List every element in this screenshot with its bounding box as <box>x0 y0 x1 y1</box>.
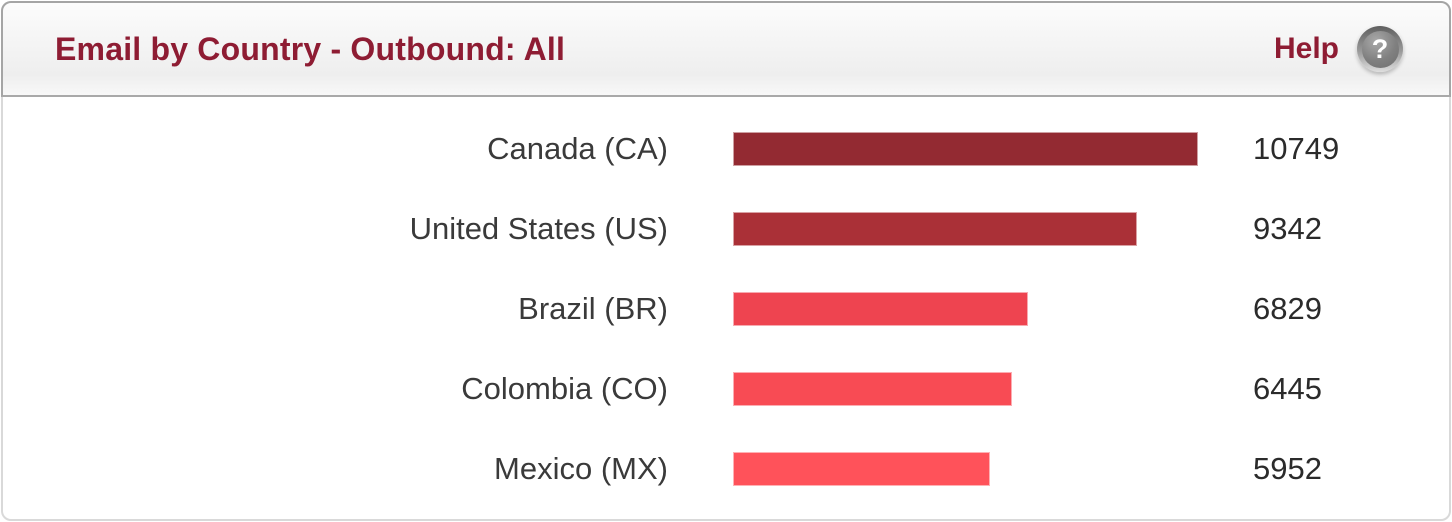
bar-canada[interactable] <box>733 132 1198 166</box>
bar-united-states[interactable] <box>733 212 1138 246</box>
chart-row: Colombia (CO) 6445 <box>3 349 1449 429</box>
category-label: Colombia (CO) <box>461 371 668 406</box>
widget-header: Email by Country - Outbound: All Help ? <box>1 1 1451 97</box>
bar-track <box>733 451 1198 487</box>
value-label: 6445 <box>1253 371 1322 406</box>
help-area: Help ? <box>1274 26 1403 72</box>
category-label: Canada (CA) <box>487 131 668 166</box>
chart-row: Brazil (BR) 6829 <box>3 269 1449 349</box>
bar-brazil[interactable] <box>733 292 1029 326</box>
category-label: Brazil (BR) <box>518 291 668 326</box>
chart-row: Canada (CA) 10749 <box>3 109 1449 189</box>
bar-track <box>733 371 1198 407</box>
value-label: 10749 <box>1253 131 1340 166</box>
value-label: 6829 <box>1253 291 1322 326</box>
category-label: Mexico (MX) <box>494 451 668 486</box>
chart-row: Mexico (MX) 5952 <box>3 429 1449 509</box>
chart-row: United States (US) 9342 <box>3 189 1449 269</box>
value-label: 5952 <box>1253 451 1322 486</box>
bar-colombia[interactable] <box>733 372 1012 406</box>
bar-track <box>733 211 1198 247</box>
value-label: 9342 <box>1253 211 1322 246</box>
bar-mexico[interactable] <box>733 452 991 486</box>
help-question-icon-inner: ? <box>1361 30 1399 68</box>
help-link[interactable]: Help <box>1273 32 1339 65</box>
bar-track <box>733 291 1198 327</box>
help-question-icon[interactable]: ? <box>1357 26 1403 72</box>
bar-track <box>733 131 1198 167</box>
question-mark-glyph: ? <box>1371 33 1389 64</box>
widget-title: Email by Country - Outbound: All <box>55 30 566 67</box>
category-label: United States (US) <box>409 211 668 246</box>
bar-chart: Canada (CA) 10749 United States (US) 934… <box>3 97 1449 509</box>
